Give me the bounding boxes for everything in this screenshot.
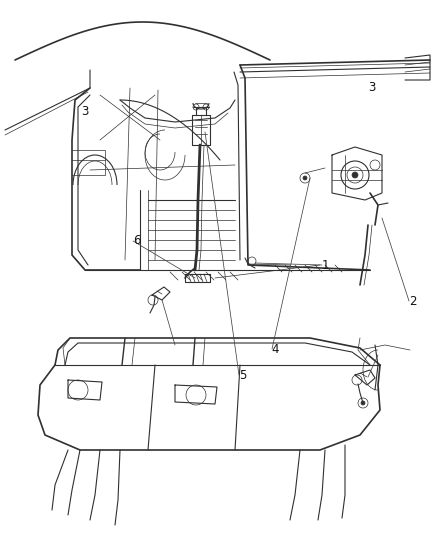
Circle shape bbox=[352, 172, 358, 178]
Text: 3: 3 bbox=[81, 106, 88, 118]
Circle shape bbox=[303, 176, 307, 180]
Text: 3: 3 bbox=[368, 82, 375, 94]
Text: 4: 4 bbox=[272, 343, 279, 356]
Text: 6: 6 bbox=[134, 235, 141, 247]
Text: 2: 2 bbox=[410, 295, 417, 308]
Text: 1: 1 bbox=[322, 259, 329, 272]
Circle shape bbox=[361, 401, 365, 405]
Text: 5: 5 bbox=[239, 369, 246, 382]
